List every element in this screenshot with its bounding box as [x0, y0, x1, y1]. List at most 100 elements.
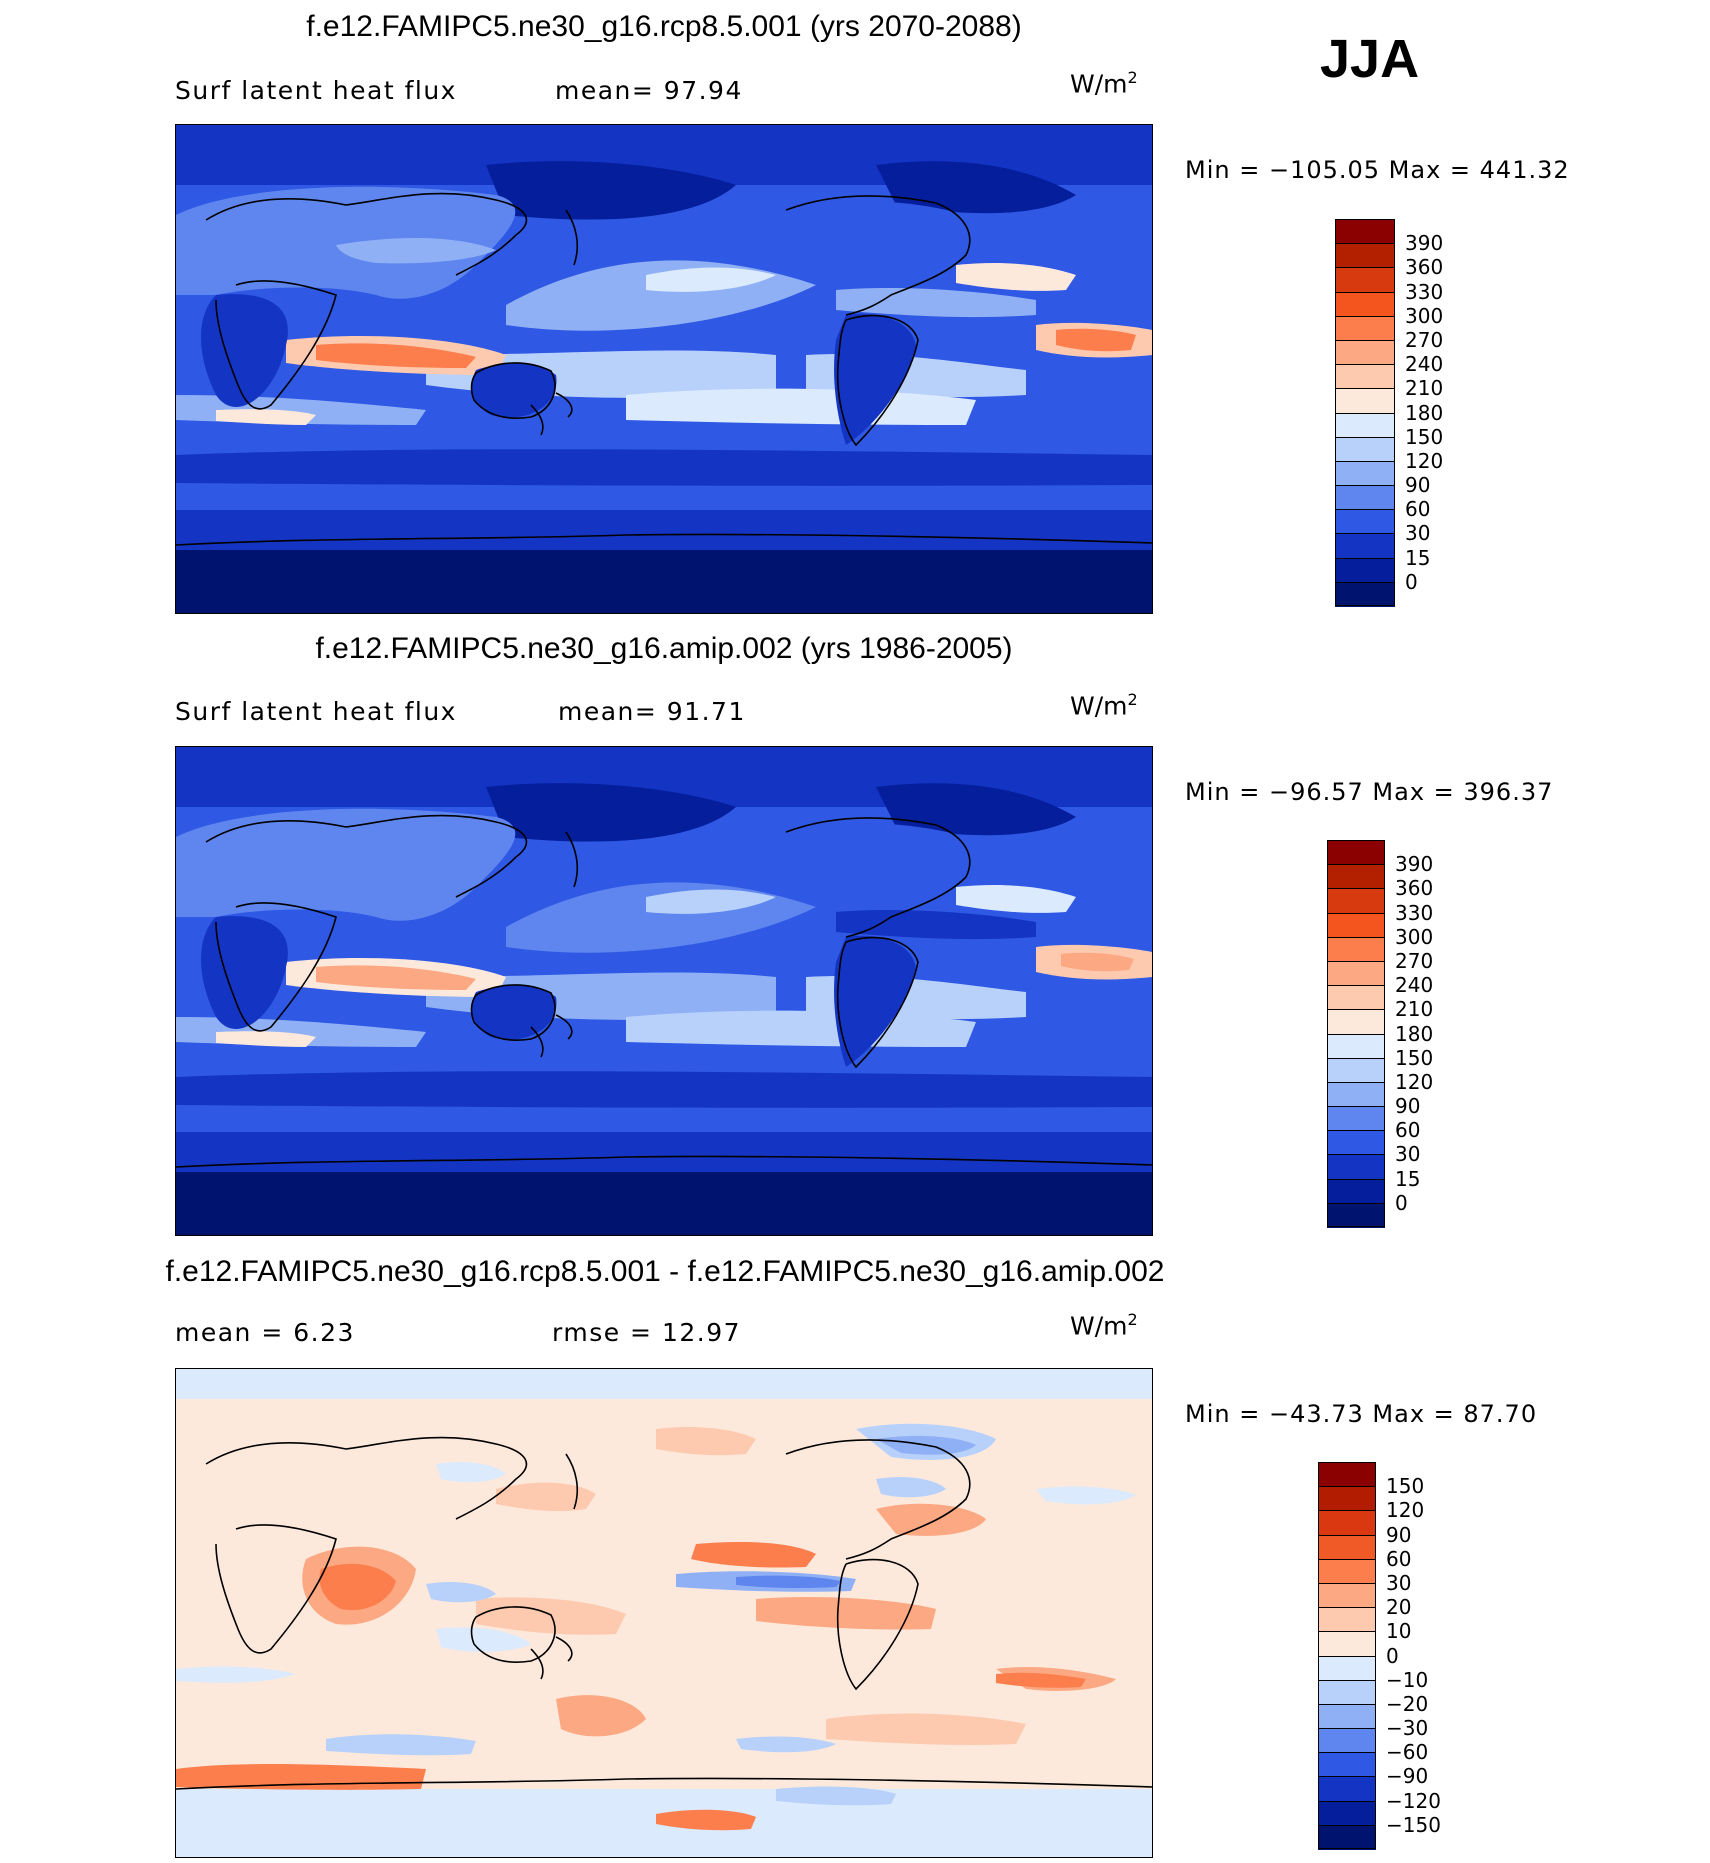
colorbar-swatch — [1327, 1154, 1385, 1180]
colorbar-label: 10 — [1386, 1619, 1412, 1644]
colorbar-swatch — [1327, 985, 1385, 1011]
colorbar-label: 0 — [1395, 1190, 1408, 1215]
panel1-variable-label: Surf latent heat flux — [175, 76, 457, 105]
colorbar-swatch — [1335, 267, 1395, 293]
panel3-map — [175, 1368, 1153, 1858]
colorbar-swatch — [1318, 1534, 1376, 1560]
colorbar-label: 60 — [1386, 1546, 1412, 1571]
panel1-mean-label: mean= 97.94 — [555, 76, 743, 105]
colorbar-label: −150 — [1386, 1812, 1441, 1837]
colorbar-label: 330 — [1405, 279, 1444, 304]
colorbar-label: 90 — [1386, 1522, 1412, 1547]
panel2-map — [175, 746, 1153, 1236]
colorbar-swatch — [1327, 1106, 1385, 1132]
colorbar-swatch — [1318, 1655, 1376, 1681]
colorbar-label: 180 — [1405, 400, 1444, 425]
colorbar-label: 210 — [1405, 376, 1444, 401]
colorbar-label: −90 — [1386, 1764, 1429, 1789]
panel3-colorbar: 150 120 90 60 30 20 10 0 −10 −20 −30 −60 −90 −120 −150 — [1318, 1462, 1468, 1850]
panel2-colorbar: 390 360 330 300 270 240 210 180 150 120 90 60 30 15 0 — [1327, 840, 1457, 1228]
panel1-colorbar: 390 360 330 300 270 240 210 180 150 120 90 60 30 15 0 — [1335, 219, 1465, 607]
colorbar-frame — [1318, 1462, 1376, 1849]
colorbar-swatch — [1318, 1728, 1376, 1754]
colorbar-label: 15 — [1395, 1166, 1421, 1191]
panel1-map-svg — [176, 125, 1152, 613]
colorbar-swatch — [1318, 1607, 1376, 1633]
colorbar-swatch — [1335, 485, 1395, 511]
colorbar-label: 0 — [1405, 569, 1418, 594]
colorbar-label: 360 — [1395, 876, 1434, 901]
panel1-units: W/m2 — [1070, 68, 1138, 99]
colorbar-swatch — [1335, 243, 1395, 269]
colorbar-frame — [1327, 840, 1385, 1227]
panel2-map-svg — [176, 747, 1152, 1235]
colorbar-swatch — [1327, 840, 1385, 866]
colorbar-label: −20 — [1386, 1691, 1429, 1716]
colorbar-swatch — [1327, 888, 1385, 914]
panel2-mean-label: mean= 91.71 — [558, 697, 746, 726]
colorbar-swatch — [1335, 436, 1395, 462]
colorbar-swatch — [1318, 1510, 1376, 1536]
colorbar-swatch — [1335, 339, 1395, 366]
colorbar-swatch — [1335, 581, 1395, 607]
colorbar-swatch — [1318, 1558, 1376, 1584]
colorbar-swatch — [1327, 1178, 1385, 1204]
colorbar-label: 360 — [1405, 255, 1444, 280]
colorbar-label: 0 — [1386, 1643, 1399, 1668]
panel2-title: f.e12.FAMIPC5.ne30_g16.amip.002 (yrs 198… — [315, 632, 1013, 665]
colorbar-swatch — [1318, 1703, 1376, 1730]
colorbar-swatch — [1327, 1202, 1385, 1228]
colorbar-swatch — [1318, 1582, 1376, 1609]
panel1-minmax: Min = −105.05 Max = 441.32 — [1185, 156, 1570, 184]
colorbar-swatch — [1318, 1752, 1376, 1778]
colorbar-label: 390 — [1395, 852, 1434, 877]
colorbar-label: 300 — [1395, 924, 1434, 949]
colorbar-label: 90 — [1395, 1094, 1421, 1119]
colorbar-label: 30 — [1405, 521, 1431, 546]
season-label: JJA — [1320, 29, 1420, 89]
panel3-mean-label: mean = 6.23 — [175, 1318, 355, 1347]
colorbar-swatch — [1327, 864, 1385, 890]
colorbar-swatch — [1318, 1631, 1376, 1657]
colorbar-label: 60 — [1395, 1118, 1421, 1143]
colorbar-label: 120 — [1395, 1069, 1434, 1094]
colorbar-swatch — [1335, 509, 1395, 535]
colorbar-label: 180 — [1395, 1021, 1434, 1046]
colorbar-swatch — [1327, 1033, 1385, 1059]
colorbar-label: 150 — [1405, 424, 1444, 449]
colorbar-swatch — [1318, 1679, 1376, 1705]
panel1-title: f.e12.FAMIPC5.ne30_g16.rcp8.5.001 (yrs 2… — [306, 10, 1022, 43]
panel2-variable-label: Surf latent heat flux — [175, 697, 457, 726]
colorbar-swatch — [1335, 364, 1395, 390]
panel1-map — [175, 124, 1153, 614]
colorbar-label: 270 — [1395, 948, 1434, 973]
colorbar-label: 30 — [1395, 1142, 1421, 1167]
colorbar-label: 210 — [1395, 997, 1434, 1022]
colorbar-label: 15 — [1405, 545, 1431, 570]
colorbar-label: 240 — [1395, 973, 1434, 998]
colorbar-swatch — [1335, 460, 1395, 487]
colorbar-swatch — [1335, 412, 1395, 438]
colorbar-swatch — [1327, 1009, 1385, 1035]
panel2-units: W/m2 — [1070, 690, 1138, 721]
colorbar-swatch — [1327, 936, 1385, 962]
colorbar-label: 20 — [1386, 1595, 1412, 1620]
colorbar-swatch — [1318, 1462, 1376, 1488]
colorbar-label: 240 — [1405, 352, 1444, 377]
colorbar-label: −30 — [1386, 1716, 1429, 1741]
colorbar-swatch — [1335, 533, 1395, 559]
colorbar-label: −10 — [1386, 1667, 1429, 1692]
colorbar-label: 330 — [1395, 900, 1434, 925]
colorbar-swatch — [1335, 557, 1395, 583]
colorbar-label: 390 — [1405, 231, 1444, 256]
colorbar-label: 300 — [1405, 303, 1444, 328]
colorbar-swatch — [1327, 912, 1385, 938]
colorbar-swatch — [1335, 388, 1395, 414]
colorbar-label: 120 — [1386, 1498, 1425, 1523]
colorbar-label: 30 — [1386, 1570, 1412, 1595]
colorbar-swatch — [1335, 315, 1395, 341]
colorbar-label: 270 — [1405, 327, 1444, 352]
colorbar-swatch — [1327, 1081, 1385, 1108]
panel3-rmse-label: rmse = 12.97 — [552, 1318, 742, 1347]
colorbar-swatch — [1335, 219, 1395, 245]
